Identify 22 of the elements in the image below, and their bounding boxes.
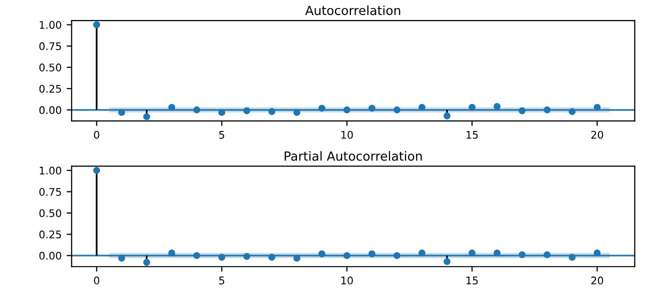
x-tick-label: 0 bbox=[94, 130, 100, 139]
x-tick-label: 15 bbox=[466, 131, 478, 139]
y-tick-label: 0.75 bbox=[39, 188, 61, 196]
y-tick-label: 0.25 bbox=[39, 230, 61, 238]
x-tick-label: 20 bbox=[591, 276, 604, 284]
chart-title: Partial Autocorrelation bbox=[284, 151, 422, 161]
x-tick-label: 15 bbox=[466, 276, 478, 284]
y-tick-label: 0.75 bbox=[39, 42, 61, 50]
y-tick-label: 0.00 bbox=[39, 106, 62, 114]
x-tick-label: 0 bbox=[94, 276, 100, 284]
x-tick-label: 5 bbox=[219, 276, 224, 284]
x-tick-label: 10 bbox=[341, 276, 353, 284]
y-tick-label: 0.25 bbox=[39, 84, 61, 93]
y-tick-label: 0.00 bbox=[39, 252, 62, 260]
chart-title: Autocorrelation bbox=[305, 5, 400, 16]
y-tick-label: 1.00 bbox=[40, 166, 62, 175]
y-tick-label: 1.00 bbox=[40, 20, 62, 29]
y-tick-label: 0.50 bbox=[39, 209, 62, 218]
x-tick-label: 20 bbox=[591, 130, 604, 139]
x-tick-label: 10 bbox=[341, 130, 353, 139]
y-tick-label: 0.50 bbox=[39, 64, 62, 72]
x-tick-label: 5 bbox=[219, 131, 224, 139]
